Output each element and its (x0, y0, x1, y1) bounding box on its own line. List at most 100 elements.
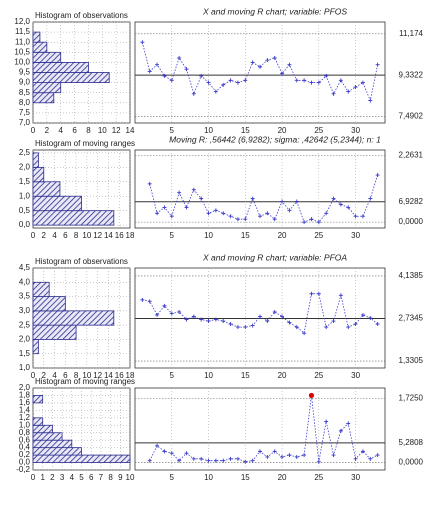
data-point (360, 80, 365, 85)
data-point (287, 453, 292, 458)
data-point (280, 71, 285, 76)
x-tick-label: 8 (86, 126, 91, 135)
y-tick-label: 2,0 (19, 335, 31, 344)
histogram-title: Histogram of observations (35, 257, 128, 266)
data-point (243, 217, 248, 222)
histogram-bar (32, 432, 63, 441)
histogram-bar (32, 41, 48, 53)
y-tick-label: 11,5 (15, 27, 31, 36)
histogram-bar (32, 424, 53, 434)
data-point (147, 181, 152, 186)
y-tick-label: 4,5 (19, 263, 31, 272)
x-tick-label: 2 (50, 473, 55, 482)
data-point (272, 217, 277, 222)
data-point (360, 214, 365, 219)
data-point (353, 456, 358, 461)
data-point (353, 85, 358, 90)
y-tick-label: 0,2 (19, 450, 31, 459)
y-tick-label: 7,4902 (399, 112, 424, 121)
data-point (258, 449, 262, 454)
x-tick-label: 25 (314, 371, 323, 380)
x-tick-label: 18 (126, 371, 135, 380)
x-tick-label: 14 (104, 231, 113, 240)
data-point (213, 208, 218, 213)
x-tick-label: 4 (52, 371, 57, 380)
y-tick-label: -0,2 (16, 465, 30, 474)
data-point (250, 458, 255, 463)
x-tick-label: 16 (115, 371, 124, 380)
x-tick-label: 2 (42, 371, 47, 380)
x-tick-label: 10 (98, 126, 107, 135)
data-line (149, 395, 378, 463)
data-point (140, 297, 145, 302)
y-tick-label: 6,9282 (399, 197, 424, 206)
data-point (191, 314, 196, 319)
x-tick-label: 5 (170, 231, 175, 240)
y-tick-label: 1,0 (19, 363, 31, 372)
chart-title: X and moving R chart; variable: PFOS (202, 6, 347, 16)
data-point (235, 456, 240, 461)
histogram-bar (32, 281, 50, 297)
data-point (169, 214, 174, 219)
data-point (324, 419, 329, 424)
x-tick-label: 0 (31, 126, 36, 135)
x-tick-label: 0 (31, 473, 36, 482)
y-tick-label: 11,0 (15, 37, 31, 46)
data-point (316, 291, 321, 296)
x-tick-label: 2 (45, 126, 50, 135)
x-tick-label: 20 (278, 231, 287, 240)
y-tick-label: 10,5 (14, 47, 30, 56)
plot-frame (134, 387, 386, 471)
data-point (177, 190, 182, 195)
data-point (265, 58, 270, 63)
histogram-bar (32, 447, 82, 456)
x-tick-label: 0 (31, 371, 36, 380)
histogram-bar (32, 339, 39, 355)
data-point (250, 60, 255, 65)
x-tick-label: 10 (82, 371, 91, 380)
data-point (287, 62, 292, 67)
data-point (155, 62, 160, 67)
y-tick-label: 9,3322 (399, 70, 424, 79)
data-point (221, 82, 226, 87)
data-point (331, 453, 336, 458)
y-tick-label: 3,0 (19, 306, 31, 315)
y-tick-label: 0,6 (19, 435, 31, 444)
x-tick-label: 20 (278, 473, 287, 482)
data-point (228, 78, 233, 83)
data-point (199, 196, 204, 201)
x-tick-label: 4 (70, 473, 75, 482)
data-point (353, 214, 358, 219)
data-line (141, 42, 379, 102)
x-tick-label: 14 (104, 371, 113, 380)
histogram-bar (32, 51, 62, 63)
x-tick-label: 6 (89, 473, 94, 482)
y-tick-label: 1,7250 (399, 393, 424, 402)
histogram-bar (32, 62, 89, 73)
outlier-point (308, 392, 315, 399)
x-tick-label: 16 (115, 231, 124, 240)
y-tick-label: 0,0 (19, 458, 31, 467)
data-point (294, 325, 299, 330)
data-point (346, 325, 351, 330)
data-point (309, 291, 314, 296)
x-tick-label: 8 (74, 371, 79, 380)
y-tick-label: 2,0 (19, 383, 31, 392)
x-tick-label: 25 (314, 231, 323, 240)
x-tick-label: 30 (351, 371, 360, 380)
data-point (287, 320, 292, 325)
y-tick-label: 12,0 (14, 17, 30, 26)
data-point (213, 317, 218, 322)
x-tick-label: 5 (170, 473, 175, 482)
data-point (302, 78, 307, 83)
y-tick-label: 8,0 (19, 98, 31, 107)
data-point (272, 55, 277, 60)
histogram-title: Histogram of moving ranges (35, 377, 135, 386)
histogram-bar (32, 439, 73, 449)
data-point (177, 55, 182, 60)
data-point (368, 98, 373, 103)
data-point (302, 331, 307, 336)
x-tick-label: 20 (278, 371, 287, 380)
data-point (338, 293, 343, 298)
